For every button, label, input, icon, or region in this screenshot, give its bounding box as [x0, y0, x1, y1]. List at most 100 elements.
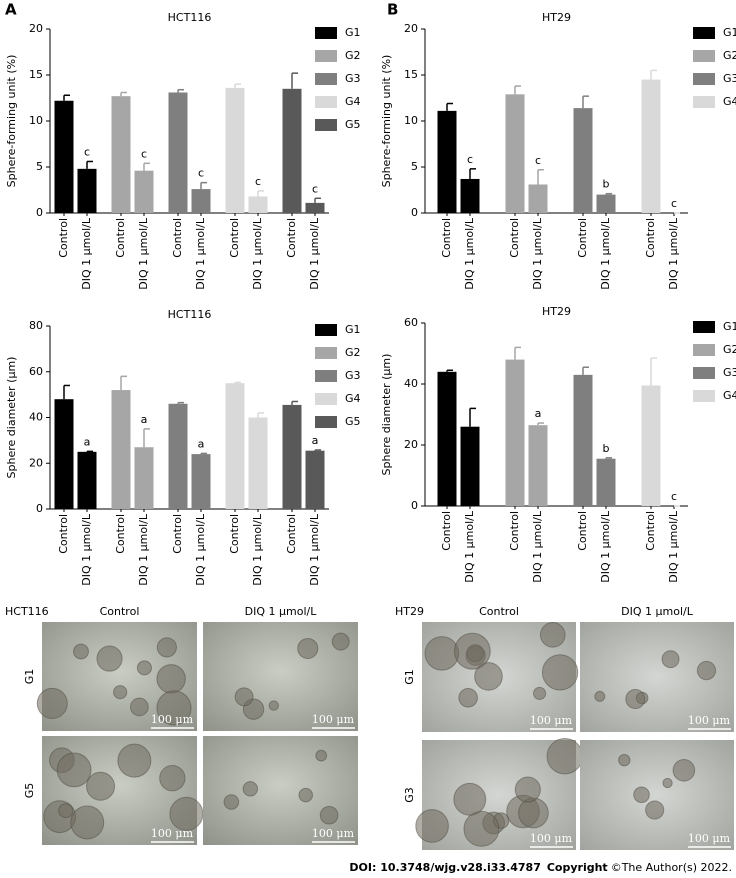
legend-label: G4 [723, 95, 736, 108]
legend-swatch [693, 50, 715, 62]
error-bar [234, 83, 241, 88]
significance-label: a [84, 435, 91, 448]
x-tick-label: DIQ 1 μmol/L [251, 217, 264, 290]
bar [225, 87, 245, 213]
error-bar [86, 160, 93, 169]
row-label: G1 [403, 669, 416, 685]
x-tick-label: Control [171, 514, 184, 554]
error-bar [446, 102, 453, 111]
bar [528, 425, 548, 506]
x-tick-label: Control [508, 218, 521, 258]
y-axis-label: Sphere-forming unit (%) [380, 55, 393, 188]
legend-label: G1 [723, 320, 736, 333]
significance-label: c [141, 147, 147, 160]
x-tick-label: DIQ 1 μmol/L [194, 217, 207, 290]
sphere [315, 749, 328, 762]
legend-swatch [315, 416, 337, 428]
significance-label: a [198, 437, 205, 450]
x-tick-label: Control [285, 218, 298, 258]
sphere [56, 752, 92, 788]
error-bar [143, 428, 150, 448]
x-tick-label: Control [57, 514, 70, 554]
bar [77, 451, 97, 509]
scale-bar-label: 100 μm [530, 832, 573, 845]
bar [437, 110, 457, 213]
bar [134, 170, 154, 213]
scale-bar-label: 100 μm [312, 713, 355, 726]
error-bar [177, 401, 184, 404]
chart-title: HT29 [542, 305, 571, 318]
error-bar [234, 381, 241, 384]
sphere [242, 781, 259, 797]
error-bar [537, 422, 544, 426]
error-bar [63, 94, 70, 101]
y-tick-label: 80 [29, 319, 43, 332]
sphere [633, 786, 650, 804]
x-tick-label: Control [440, 218, 453, 258]
error-bar [291, 400, 298, 405]
copyright-label: Copyright [547, 861, 608, 874]
sphere [113, 685, 128, 700]
sphere [625, 688, 646, 710]
significance-label: c [84, 145, 90, 158]
legend-swatch [315, 347, 337, 359]
x-tick-label: DIQ 1 μmol/L [463, 510, 476, 583]
sphere [541, 654, 579, 691]
bar [111, 390, 131, 509]
y-tick-label: 60 [29, 365, 43, 378]
legend-label: G5 [345, 118, 361, 131]
significance-label: c [312, 182, 318, 195]
legend-label: G3 [723, 72, 736, 85]
y-tick-label: 15 [29, 68, 43, 81]
bar [460, 178, 480, 213]
sphere [415, 809, 449, 843]
sphere [672, 759, 696, 782]
bar [596, 194, 616, 213]
sphere [645, 800, 665, 820]
legend-swatch [693, 344, 715, 356]
legend-label: G4 [345, 95, 361, 108]
error-bar [257, 412, 264, 418]
legend-label: G1 [345, 323, 361, 336]
error-bar [200, 181, 207, 190]
sphere [474, 662, 503, 691]
error-bar [63, 384, 70, 400]
sphere [539, 622, 566, 648]
sphere [298, 787, 313, 803]
y-tick-label: 0 [36, 206, 43, 219]
legend-swatch [315, 96, 337, 108]
sphere [96, 645, 123, 672]
x-tick-label: Control [171, 218, 184, 258]
panel-label: A [5, 1, 17, 19]
x-tick-label: Control [440, 511, 453, 551]
bar [54, 100, 74, 213]
sphere [331, 632, 350, 651]
x-tick-label: DIQ 1 μmol/L [531, 217, 544, 290]
column-label: DIQ 1 μmol/L [245, 605, 318, 618]
sphere [223, 794, 240, 810]
scale-bar-label: 100 μm [312, 827, 355, 840]
significance-label: b [603, 442, 610, 455]
legend-swatch [693, 27, 715, 39]
sphere [156, 637, 177, 658]
legend-swatch [693, 73, 715, 85]
y-tick-label: 40 [29, 411, 43, 424]
row-label: G3 [403, 787, 416, 803]
scale-bar-label: 100 μm [151, 827, 194, 840]
y-tick-label: 20 [404, 22, 418, 35]
panel-label: B [387, 1, 398, 19]
error-bar [257, 190, 264, 197]
sphere [319, 805, 339, 825]
x-tick-label: DIQ 1 μmol/L [463, 217, 476, 290]
legend-label: G3 [345, 369, 361, 382]
x-tick-label: DIQ 1 μmol/L [599, 217, 612, 290]
sphere [73, 643, 89, 660]
legend-label: G2 [723, 49, 736, 62]
copyright-text: ©The Author(s) 2022. [611, 861, 732, 874]
bar [134, 447, 154, 509]
sphere [117, 743, 152, 778]
x-tick-label: DIQ 1 μmol/L [80, 513, 93, 586]
legend-swatch [693, 390, 715, 402]
sphere [662, 777, 673, 789]
bar [305, 202, 325, 213]
